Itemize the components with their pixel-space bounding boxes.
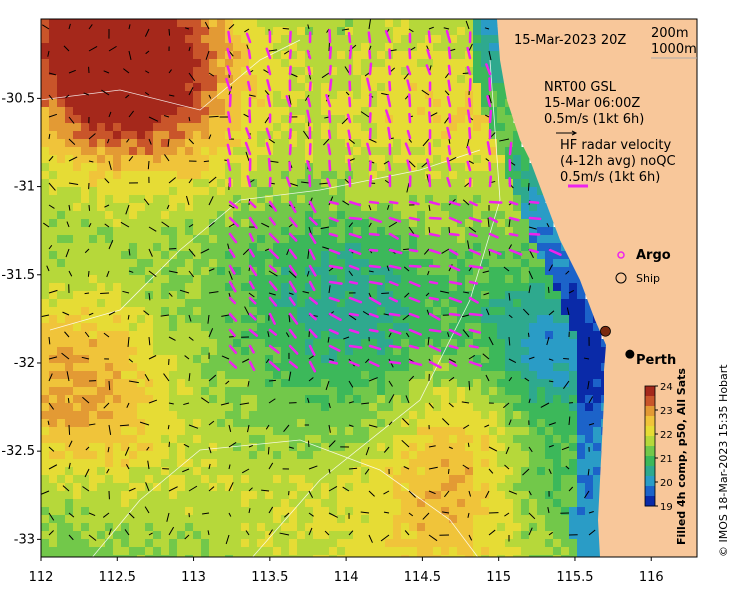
- x-tick-label: 114: [334, 570, 359, 585]
- argo-legend-label: Argo: [636, 248, 671, 263]
- hf-avg-label: (4-12h avg) noQC: [560, 154, 676, 169]
- contour-1000-label: 1000m: [651, 42, 697, 57]
- x-tick-label: 113.5: [251, 570, 288, 585]
- plot-frame: [40, 18, 698, 558]
- colorbar-tick-label: 22: [660, 430, 673, 441]
- map-markers: [600, 325, 635, 359]
- model-time-label: 15-Mar 06:00Z: [544, 96, 640, 111]
- city-label: Perth: [636, 353, 676, 368]
- y-tick-label: -33: [14, 532, 35, 547]
- colorbar-tick-label: 24: [660, 382, 673, 393]
- hf-title-label: HF radar velocity: [560, 138, 672, 153]
- x-tick-label: 116: [639, 570, 664, 585]
- ship-legend-label: Ship: [636, 272, 660, 285]
- y-tick-label: -30.5: [1, 91, 35, 106]
- colorbar-tick-label: 20: [660, 478, 673, 489]
- x-tick-label: 112.5: [99, 570, 136, 585]
- argo-legend-icon: [617, 251, 625, 259]
- y-tick-label: -31: [14, 180, 35, 195]
- model-scale-arrow-head: [571, 130, 578, 136]
- argo-float-marker: [600, 325, 611, 337]
- ship-legend-icon: [615, 272, 627, 284]
- hf-scale-label: 0.5m/s (1kt 6h): [560, 170, 660, 185]
- city-marker: [625, 349, 635, 359]
- x-tick-label: 115.5: [556, 570, 593, 585]
- y-tick-label: -31.5: [1, 268, 35, 283]
- colorbar-tick-label: 23: [660, 406, 673, 417]
- y-tick-label: -32: [14, 356, 35, 371]
- colorbar-tick-label: 19: [660, 502, 673, 513]
- credit-label: © IMOS 18-Mar-2023 15:35 Hobart: [717, 364, 730, 557]
- x-tick-label: 115: [486, 570, 511, 585]
- datetime-label: 15-Mar-2023 20Z: [514, 33, 626, 48]
- y-axis-ticks: -30.5 -31 -31.5 -32 -32.5 -33: [1, 91, 41, 547]
- colorbar-tick-label: 21: [660, 454, 673, 465]
- contour-200-label: 200m: [651, 26, 688, 41]
- hf-radar-vectors: [225, 29, 562, 373]
- y-tick-label: -32.5: [1, 444, 35, 459]
- model-scale-label: 0.5m/s (1kt 6h): [544, 112, 644, 127]
- model-name-label: NRT00 GSL: [544, 80, 617, 95]
- colorbar-title: Filled 4h comp, p50, All Sats: [675, 368, 688, 545]
- x-tick-label: 114.5: [404, 570, 441, 585]
- colorbar: 24 23 22 21 20 19: [644, 382, 673, 513]
- x-tick-label: 113: [181, 570, 206, 585]
- x-axis-ticks: 112 112.5 113 113.5 114 114.5 115 115.5 116: [29, 557, 664, 585]
- x-tick-label: 112: [29, 570, 54, 585]
- model-current-vectors: [41, 19, 596, 545]
- bathymetry-contours: [41, 39, 501, 557]
